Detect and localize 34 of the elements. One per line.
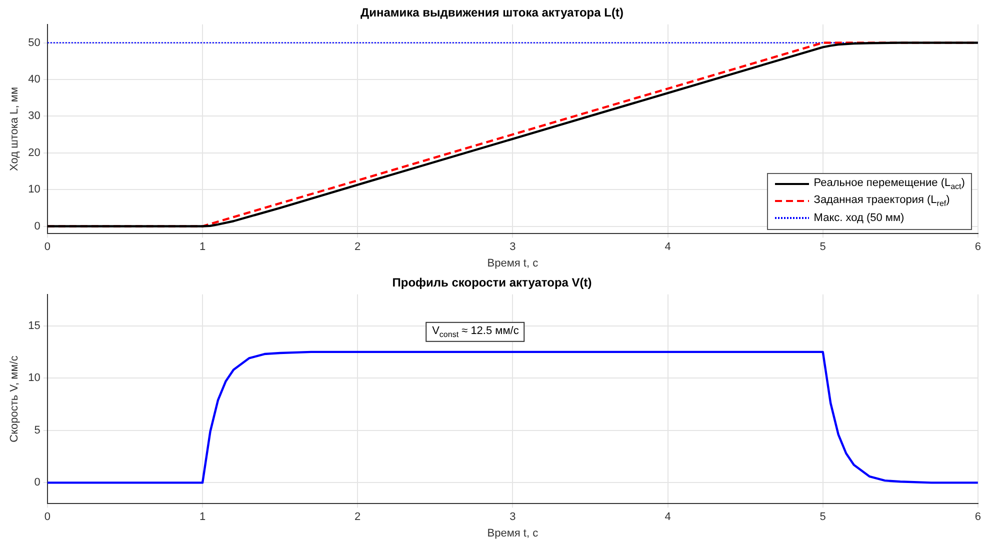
x-tick-label: 3 <box>510 511 516 524</box>
x-tick-label: 5 <box>820 241 826 254</box>
y-tick-label: 20 <box>28 146 40 159</box>
y-tick-label: 0 <box>34 220 40 232</box>
x-tick-label: 2 <box>354 241 361 254</box>
legend-label: Макс. ход (50 мм) <box>814 212 904 224</box>
y-tick-label: 40 <box>28 73 40 86</box>
x-tick-label: 6 <box>974 241 982 254</box>
x-axis-title: Время t, с <box>487 527 539 540</box>
y-tick-label: 15 <box>28 320 40 332</box>
chart-title: Профиль скорости актуатора V(t) <box>392 276 592 290</box>
x-tick-label: 4 <box>664 241 671 254</box>
x-tick-label: 4 <box>664 511 671 524</box>
y-axis-title: Ход штока L, мм <box>8 86 21 172</box>
y-tick-label: 50 <box>28 36 40 49</box>
y-tick-label: 10 <box>28 372 40 384</box>
x-tick-label: 3 <box>510 241 516 254</box>
annotation: V$_{const}$ ≈ 12.5 мм/с <box>426 322 525 342</box>
y-axis-title: Скорость V, мм/с <box>8 355 21 442</box>
y-tick-label: 10 <box>28 184 40 196</box>
x-tick-label: 5 <box>820 511 826 524</box>
x-tick-label: 6 <box>974 511 982 524</box>
legend-label: Заданная траектория (L$_{ref}$) <box>814 194 950 208</box>
x-tick-label: 0 <box>44 241 50 254</box>
x-tick-label: 1 <box>199 241 206 254</box>
chart-title: Динамика выдвижения штока актуатора L(t) <box>360 6 624 20</box>
y-tick-label: 0 <box>34 476 40 489</box>
x-axis-title: Время t, с <box>487 257 539 270</box>
x-tick-label: 0 <box>44 511 50 524</box>
legend-label: Реальное перемещение (L$_{act}$) <box>814 177 965 192</box>
x-tick-label: 1 <box>199 511 206 524</box>
y-tick-label: 30 <box>28 110 40 122</box>
y-tick-label: 5 <box>34 424 40 436</box>
x-tick-label: 2 <box>354 511 361 524</box>
